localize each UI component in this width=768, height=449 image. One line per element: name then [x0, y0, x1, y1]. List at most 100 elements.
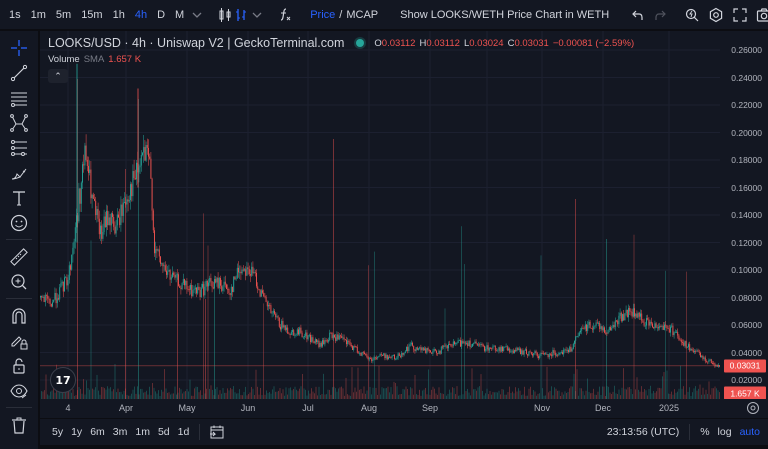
screenshot-camera-icon[interactable] — [756, 4, 768, 26]
pattern-xabcd-icon[interactable] — [5, 110, 33, 135]
price-toggle[interactable]: Price — [310, 8, 336, 21]
ohlc-values: O0.03112 H0.03112 L0.03024 C0.03031 −0.0… — [374, 37, 635, 49]
range-5d[interactable]: 5d — [157, 426, 170, 438]
price-tick: 0.04000 — [731, 347, 762, 358]
volume-legend: Volume SMA 1.657 K — [48, 54, 141, 65]
price-tick: 0.14000 — [731, 210, 762, 220]
close-value: 0.03031 — [514, 37, 549, 49]
range-1y[interactable]: 1y — [71, 426, 83, 438]
time-tick: 2025 — [658, 403, 680, 413]
collapse-legend-button[interactable]: ⌃ — [48, 69, 68, 83]
price-mcap-separator: / — [339, 8, 343, 21]
current-price-label: 0.03031 — [724, 359, 766, 373]
time-tick: Apr — [118, 403, 134, 413]
price-tick: 0.26000 — [731, 45, 762, 55]
price-tick: 0.18000 — [731, 155, 762, 165]
price-tick: 0.24000 — [731, 72, 762, 83]
scale-settings-gear-icon[interactable] — [746, 401, 760, 415]
time-tick: Dec — [594, 403, 612, 413]
tradingview-logo[interactable]: 17 — [50, 367, 76, 393]
time-axis[interactable]: 4 Apr May Jun Jul Aug Sep Nov Dec 2025 — [40, 399, 768, 417]
range-6m[interactable]: 6m — [90, 426, 105, 438]
undo-icon[interactable] — [630, 4, 646, 26]
bars-chart-type-icon[interactable] — [233, 4, 249, 26]
price-scale[interactable]: 0.26000 0.24000 0.22000 0.20000 0.18000 0.160… — [720, 31, 768, 418]
range-1m[interactable]: 1m — [135, 426, 150, 438]
interval-1m[interactable]: 1m — [30, 8, 46, 21]
emoji-icon[interactable] — [5, 210, 33, 235]
interval-4h[interactable]: 4h — [134, 8, 148, 21]
time-tick: 4 — [65, 403, 71, 413]
time-tick: Aug — [360, 403, 378, 413]
symbol-title[interactable]: LOOKS/USD · 4h · Uniswap V2 | GeckoTermi… — [48, 36, 345, 50]
volume-sma-label: SMA — [83, 54, 105, 65]
magnet-icon[interactable] — [5, 303, 33, 328]
auto-scale-toggle[interactable]: auto — [739, 426, 760, 438]
market-status-dot — [356, 39, 365, 47]
fib-retracement-icon[interactable] — [5, 85, 33, 110]
open-value: 0.03112 — [381, 37, 416, 49]
text-tool-icon[interactable] — [5, 185, 33, 210]
utc-clock[interactable]: 23:13:56 (UTC) — [606, 426, 680, 438]
hide-eye-icon[interactable] — [5, 378, 33, 403]
interval-d[interactable]: D — [157, 8, 166, 21]
drawing-toolbar — [0, 31, 38, 449]
volume-label[interactable]: Volume — [48, 54, 80, 65]
top-toolbar: 1s 1m 5m 15m 1h 4h D M Price / MCAP Show… — [0, 0, 768, 30]
toolbar-divider — [6, 407, 32, 408]
toolbar-divider — [6, 239, 32, 240]
crosshair-icon[interactable] — [5, 35, 33, 60]
zoom-in-icon[interactable] — [5, 269, 33, 294]
trash-remove-icon[interactable] — [5, 412, 33, 437]
current-volume-label: 1.657 K — [724, 386, 766, 400]
interval-m[interactable]: M — [175, 8, 185, 21]
price-tick: 0.22000 — [731, 100, 762, 110]
interval-1h[interactable]: 1h — [112, 8, 125, 21]
fullscreen-icon[interactable] — [732, 4, 748, 26]
change-value: −0.00081 (−2.59%) — [552, 37, 635, 49]
range-1d[interactable]: 1d — [177, 426, 190, 438]
price-tick: 0.08000 — [731, 292, 762, 303]
projection-tools-icon[interactable] — [5, 135, 33, 160]
settings-gear-icon[interactable] — [708, 4, 724, 26]
price-tick: 0.12000 — [731, 237, 762, 248]
percent-scale-toggle[interactable]: % — [700, 426, 710, 438]
indicators-fx-icon[interactable] — [277, 4, 293, 26]
time-tick: Sep — [421, 403, 439, 413]
price-tick: 0.10000 — [731, 265, 762, 275]
time-tick: Jul — [302, 403, 314, 413]
toolbar-divider — [6, 298, 32, 299]
range-3m[interactable]: 3m — [112, 426, 128, 438]
price-chart-pane[interactable]: LOOKS/USD · 4h · Uniswap V2 | GeckoTermi… — [40, 31, 768, 418]
candles-chart-type-icon[interactable] — [217, 4, 233, 26]
price-tick: 0.20000 — [731, 127, 762, 138]
toolbar-divider — [689, 424, 691, 440]
trend-line-icon[interactable] — [5, 60, 33, 85]
interval-15m[interactable]: 15m — [81, 8, 103, 21]
time-tick: Jun — [240, 403, 256, 413]
time-tick: May — [178, 403, 196, 413]
price-tick: 0.16000 — [731, 182, 762, 193]
log-scale-toggle[interactable]: log — [717, 426, 732, 438]
bottom-toolbar: 5y 1y 6m 3m 1m 5d 1d 23:13:56 (UTC) % lo… — [40, 419, 768, 445]
price-tick: 0.02000 — [731, 375, 762, 385]
brush-icon[interactable] — [5, 160, 33, 185]
range-5y[interactable]: 5y — [52, 426, 64, 438]
ruler-measure-icon[interactable] — [5, 244, 33, 269]
candlestick-plot[interactable] — [40, 31, 720, 399]
quick-search-icon[interactable] — [684, 4, 700, 26]
intervals-dropdown-chevron-icon[interactable] — [189, 4, 205, 26]
redo-icon[interactable] — [652, 4, 668, 26]
lock-drawings-pencil-icon[interactable] — [5, 328, 33, 353]
chart-type-dropdown-chevron-icon[interactable] — [249, 4, 265, 26]
high-value: 0.03112 — [426, 37, 460, 49]
volume-value: 1.657 K — [108, 54, 142, 65]
lock-unlocked-icon[interactable] — [5, 353, 33, 378]
weth-chart-link[interactable]: Show LOOKS/WETH Price Chart in WETH — [400, 8, 610, 21]
go-to-date-calendar-icon[interactable] — [206, 421, 228, 443]
interval-5m[interactable]: 5m — [55, 8, 72, 21]
time-tick: Nov — [533, 403, 551, 413]
price-tick: 0.06000 — [731, 320, 762, 330]
mcap-toggle[interactable]: MCAP — [346, 8, 379, 21]
interval-1s[interactable]: 1s — [9, 8, 21, 21]
